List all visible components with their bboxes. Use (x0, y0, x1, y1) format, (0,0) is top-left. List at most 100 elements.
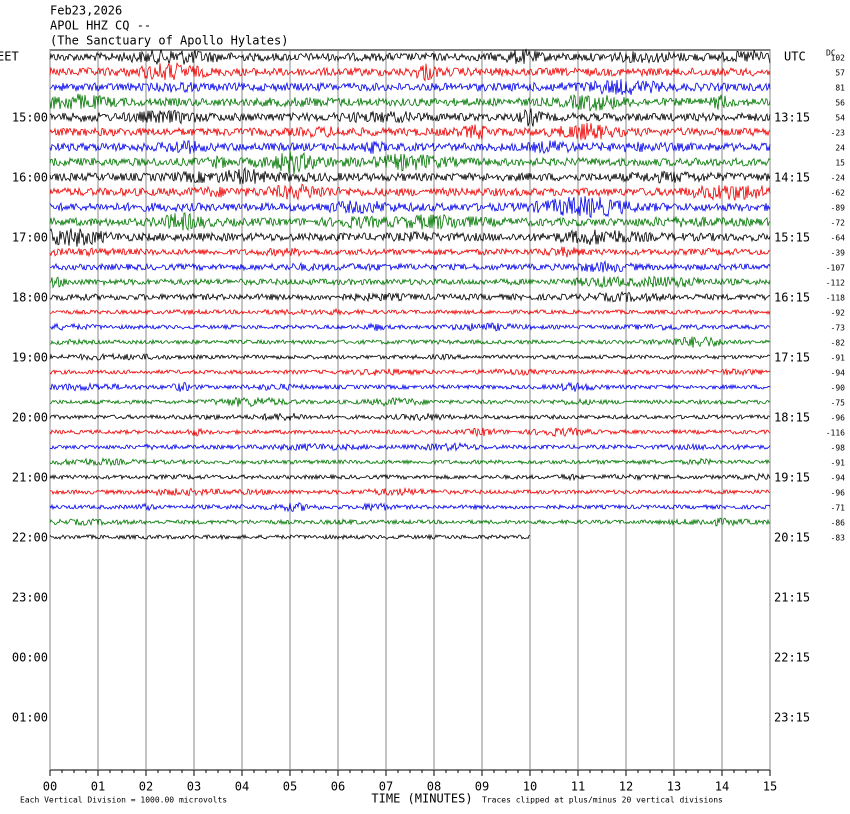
footer-right: Traces clipped at plus/minus 20 vertical… (482, 796, 723, 805)
dc-offset: -90 (831, 384, 846, 393)
dc-offset: -39 (831, 249, 846, 258)
dc-offset: -73 (831, 324, 846, 333)
trace (49, 149, 771, 175)
trace (49, 275, 771, 289)
right-hour-label: 22:15 (774, 651, 810, 665)
dc-offset: -107 (826, 264, 845, 273)
trace (49, 457, 771, 467)
x-tick-label: 10 (523, 780, 537, 794)
x-axis-title: TIME (MINUTES) (371, 792, 472, 806)
trace (49, 533, 531, 541)
x-tick-label: 12 (619, 780, 633, 794)
dc-offset: -94 (831, 474, 846, 483)
trace (50, 307, 771, 316)
trace (49, 108, 771, 127)
x-tick-label: 01 (91, 780, 105, 794)
x-tick-label: 09 (475, 780, 489, 794)
dc-offset: 54 (835, 114, 845, 123)
x-tick-label: 05 (283, 780, 297, 794)
station: APOL HHZ CQ -- (50, 19, 151, 33)
dc-offset: -91 (831, 354, 846, 363)
date: Feb23,2026 (50, 4, 122, 18)
trace (49, 228, 771, 247)
dc-offset: -92 (831, 309, 846, 318)
trace (49, 246, 771, 258)
trace (49, 381, 771, 392)
dc-offset: -64 (831, 234, 846, 243)
x-tick-label: 03 (187, 780, 201, 794)
right-hour-label: 19:15 (774, 471, 810, 485)
x-tick-label: 06 (331, 780, 345, 794)
dc-offset: 102 (831, 54, 846, 63)
trace (49, 412, 771, 422)
right-hour-label: 17:15 (774, 351, 810, 365)
dc-offset: -23 (831, 129, 846, 138)
dc-offset: -24 (831, 174, 846, 183)
left-axis-title: EET (0, 50, 19, 64)
trace (49, 486, 771, 497)
x-tick-label: 11 (571, 780, 585, 794)
left-hour-label: 15:00 (12, 111, 48, 125)
dc-offset: -75 (831, 399, 846, 408)
dc-offset: -112 (826, 279, 845, 288)
dc-offset: -96 (831, 414, 846, 423)
trace (49, 472, 771, 482)
left-hour-label: 23:00 (12, 591, 48, 605)
left-hour-label: 19:00 (12, 351, 48, 365)
trace (49, 352, 771, 361)
left-hour-label: 01:00 (12, 711, 48, 725)
x-tick-label: 04 (235, 780, 249, 794)
left-hour-label: 22:00 (12, 531, 48, 545)
site: (The Sanctuary of Apollo Hylates) (50, 34, 288, 48)
dc-offset: -86 (831, 519, 846, 528)
trace (49, 291, 771, 303)
left-hour-label: 21:00 (12, 471, 48, 485)
trace (49, 501, 771, 513)
dc-offset: 56 (835, 99, 845, 108)
trace (49, 441, 771, 453)
dc-offset: 57 (835, 69, 845, 78)
x-tick-label: 08 (427, 780, 441, 794)
trace (49, 517, 771, 527)
x-tick-label: 00 (43, 780, 57, 794)
right-hour-label: 18:15 (774, 411, 810, 425)
left-hour-label: 00:00 (12, 651, 48, 665)
trace (49, 183, 771, 202)
x-tick-label: 02 (139, 780, 153, 794)
right-hour-label: 23:15 (774, 711, 810, 725)
trace (49, 139, 771, 155)
dc-title: DC (826, 49, 836, 58)
x-tick-label: 14 (715, 780, 729, 794)
right-axis-title: UTC (784, 50, 806, 64)
trace (49, 259, 771, 273)
trace (49, 61, 771, 82)
trace (49, 322, 771, 332)
right-hour-label: 14:15 (774, 171, 810, 185)
dc-offset: 81 (835, 84, 845, 93)
trace (49, 196, 771, 219)
right-hour-label: 13:15 (774, 111, 810, 125)
dc-offset: -98 (831, 444, 846, 453)
footer-left: Each Vertical Division = 1000.00 microvo… (20, 796, 227, 805)
dc-offset: -91 (831, 459, 846, 468)
dc-offset: -89 (831, 204, 846, 213)
dc-offset: -116 (826, 429, 845, 438)
trace (50, 396, 771, 408)
x-tick-label: 13 (667, 780, 681, 794)
trace (49, 426, 771, 438)
x-tick-label: 07 (379, 780, 393, 794)
right-hour-label: 20:15 (774, 531, 810, 545)
left-hour-label: 20:00 (12, 411, 48, 425)
trace (49, 79, 771, 96)
right-hour-label: 16:15 (774, 291, 810, 305)
dc-offset: -82 (831, 339, 846, 348)
trace (49, 367, 771, 377)
left-hour-label: 18:00 (12, 291, 48, 305)
trace (49, 48, 771, 65)
dc-offset: 15 (835, 159, 845, 168)
dc-offset: -83 (831, 534, 846, 543)
dc-offset: -94 (831, 369, 846, 378)
right-hour-label: 15:15 (774, 231, 810, 245)
dc-offset: 24 (835, 144, 845, 153)
